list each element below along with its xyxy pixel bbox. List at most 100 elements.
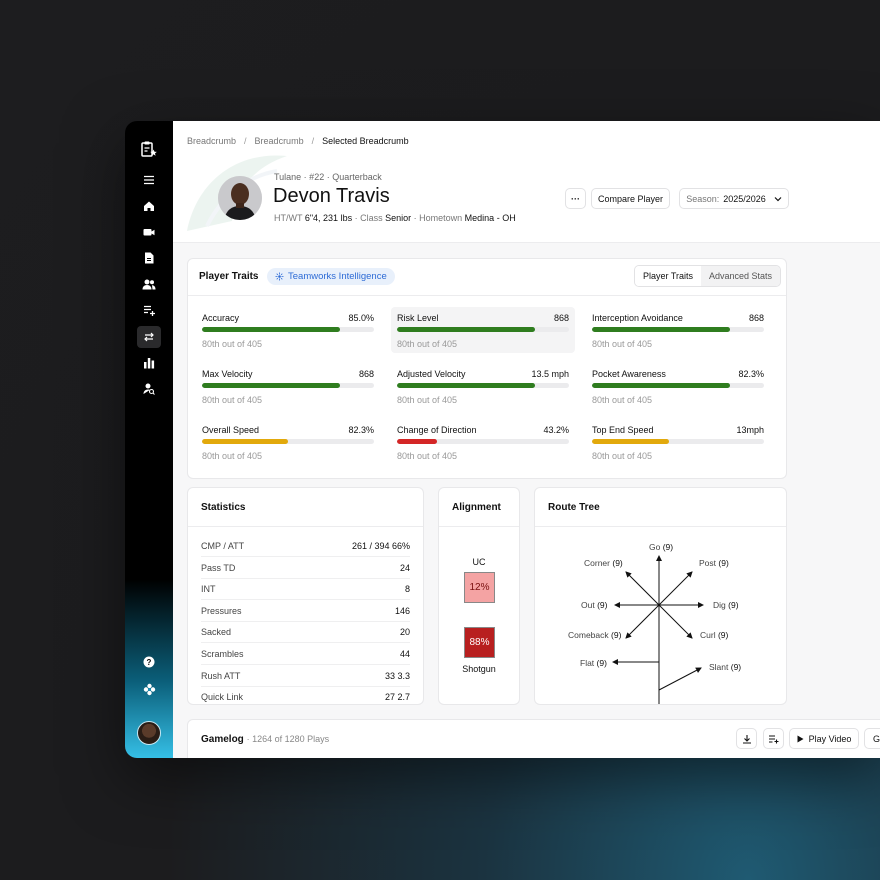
htwt-value: 6"4, 231 lbs bbox=[304, 213, 353, 223]
list-plus-icon[interactable] bbox=[137, 300, 161, 320]
player-meta: HT/WT 6"4, 231 lbs · Class Senior · Home… bbox=[274, 213, 516, 223]
stat-value: 44 bbox=[399, 649, 410, 659]
gamelog-more-button[interactable]: G bbox=[864, 728, 880, 749]
stat-row: Scrambles 44 bbox=[201, 644, 410, 665]
gamelog-title: Gamelog bbox=[201, 734, 244, 745]
badge-label: Teamworks Intelligence bbox=[288, 271, 387, 282]
route-curl bbox=[658, 604, 693, 639]
play-video-label: Play Video bbox=[808, 733, 852, 744]
more-options-button[interactable]: ··· bbox=[565, 188, 586, 209]
tab-advanced-stats[interactable]: Advanced Stats bbox=[701, 266, 781, 286]
trait-progress-fill bbox=[202, 327, 340, 332]
stat-row: Rush ATT 33 3.3 bbox=[201, 666, 410, 687]
hometown-value: Medina - OH bbox=[464, 213, 516, 223]
download-icon bbox=[742, 734, 751, 744]
trait-rank: 80th out of 405 bbox=[202, 395, 263, 405]
trait-rank: 80th out of 405 bbox=[592, 395, 653, 405]
alignment-title: Alignment bbox=[452, 502, 501, 513]
breadcrumb-separator: / bbox=[244, 136, 247, 146]
compare-player-button[interactable]: Compare Player bbox=[591, 188, 670, 209]
route-label-corner: Corner (9) bbox=[584, 558, 623, 568]
breadcrumb-item[interactable]: Breadcrumb bbox=[254, 136, 304, 146]
flower-icon[interactable] bbox=[137, 679, 161, 699]
stat-label: Rush ATT bbox=[201, 670, 241, 681]
user-avatar[interactable] bbox=[137, 721, 161, 745]
add-to-playlist-button[interactable] bbox=[763, 728, 784, 749]
breadcrumb-current: Selected Breadcrumb bbox=[322, 136, 409, 146]
stat-label: INT bbox=[201, 584, 216, 595]
play-icon bbox=[797, 735, 804, 742]
trait-rank: 80th out of 405 bbox=[397, 451, 458, 461]
trait-progress-bar bbox=[592, 327, 764, 332]
alignment-card: Alignment UC 12% 88% Shotgun bbox=[438, 487, 520, 705]
video-icon[interactable] bbox=[137, 222, 161, 242]
uc-label: UC bbox=[472, 557, 486, 567]
route-label-out: Out (9) bbox=[581, 600, 608, 610]
trait-progress-fill bbox=[397, 383, 535, 388]
trait-progress-bar bbox=[202, 327, 374, 332]
divider bbox=[188, 295, 786, 296]
document-icon[interactable] bbox=[137, 248, 161, 268]
stat-label: Sacked bbox=[201, 627, 232, 638]
stat-label: Pass TD bbox=[201, 562, 236, 573]
tab-player-traits[interactable]: Player Traits bbox=[635, 266, 702, 286]
trait-item: Overall Speed 82.3% 80th out of 405 bbox=[196, 419, 380, 465]
trait-rank: 80th out of 405 bbox=[397, 395, 458, 405]
trait-label: Adjusted Velocity bbox=[397, 369, 466, 379]
play-video-button[interactable]: Play Video bbox=[789, 728, 859, 749]
breadcrumb-item[interactable]: Breadcrumb bbox=[187, 136, 237, 146]
season-value: 2025/2026 bbox=[723, 193, 766, 204]
clipboard-star-icon[interactable] bbox=[137, 137, 161, 161]
gamelog-count: · 1264 of 1280 Plays bbox=[246, 734, 330, 744]
route-label-go: Go (9) bbox=[649, 542, 674, 552]
uc-value-box: 12% bbox=[464, 572, 495, 603]
trait-progress-fill bbox=[592, 327, 730, 332]
main-content: Breadcrumb / Breadcrumb / Selected Bread… bbox=[173, 121, 880, 758]
divider bbox=[188, 526, 423, 527]
trait-progress-fill bbox=[202, 383, 340, 388]
users-icon[interactable] bbox=[137, 274, 161, 294]
trait-value: 85.0% bbox=[348, 313, 374, 323]
trait-progress-fill bbox=[592, 439, 670, 444]
svg-text:?: ? bbox=[147, 658, 152, 667]
player-header: Breadcrumb / Breadcrumb / Selected Bread… bbox=[173, 121, 880, 243]
trait-value: 868 bbox=[553, 313, 569, 323]
traits-tabs: Player Traits Advanced Stats bbox=[634, 265, 782, 287]
transfer-icon[interactable] bbox=[137, 326, 161, 348]
player-avatar bbox=[218, 176, 262, 220]
trait-label: Pocket Awareness bbox=[592, 369, 666, 379]
trait-label: Risk Level bbox=[397, 313, 439, 323]
route-label-dig: Dig (9) bbox=[713, 600, 739, 610]
breadcrumb-separator: / bbox=[311, 136, 315, 146]
bar-chart-icon[interactable] bbox=[137, 353, 161, 373]
route-corner bbox=[625, 571, 660, 606]
divider bbox=[535, 526, 786, 527]
home-icon[interactable] bbox=[137, 196, 161, 216]
route-tree-card: Route Tree Go (9) Corner (9) Post (9) bbox=[534, 487, 787, 705]
trait-label: Interception Avoidance bbox=[592, 313, 683, 323]
trait-progress-bar bbox=[592, 383, 764, 388]
statistics-card: Statistics CMP / ATT 261 / 394 66% Pass TD… bbox=[187, 487, 424, 705]
route-tree-diagram bbox=[612, 555, 704, 704]
download-button[interactable] bbox=[736, 728, 757, 749]
route-label-comeback: Comeback (9) bbox=[568, 630, 622, 640]
stat-label: Scrambles bbox=[201, 649, 244, 659]
trait-progress-bar bbox=[397, 439, 569, 444]
trait-progress-fill bbox=[397, 327, 535, 332]
player-traits-title: Player Traits bbox=[199, 271, 259, 282]
trait-value: 82.3% bbox=[738, 369, 764, 379]
stat-row: INT 8 bbox=[201, 579, 410, 601]
help-icon[interactable]: ? bbox=[137, 652, 161, 672]
trait-item: Top End Speed 13mph 80th out of 405 bbox=[586, 419, 770, 465]
menu-icon[interactable] bbox=[137, 170, 161, 190]
user-search-icon[interactable] bbox=[137, 379, 161, 399]
trait-progress-bar bbox=[202, 383, 374, 388]
season-select[interactable]: Season: 2025/2026 bbox=[679, 188, 789, 209]
trait-value: 13mph bbox=[736, 425, 764, 435]
trait-progress-fill bbox=[202, 439, 288, 444]
trait-item: Max Velocity 868 80th out of 405 bbox=[196, 363, 380, 409]
class-value: Senior bbox=[385, 213, 412, 223]
route-label-slant: Slant (9) bbox=[709, 662, 742, 672]
gamelog-heading: Gamelog · 1264 of 1280 Plays bbox=[201, 734, 329, 745]
stat-value: 33 3.3 bbox=[384, 670, 410, 681]
